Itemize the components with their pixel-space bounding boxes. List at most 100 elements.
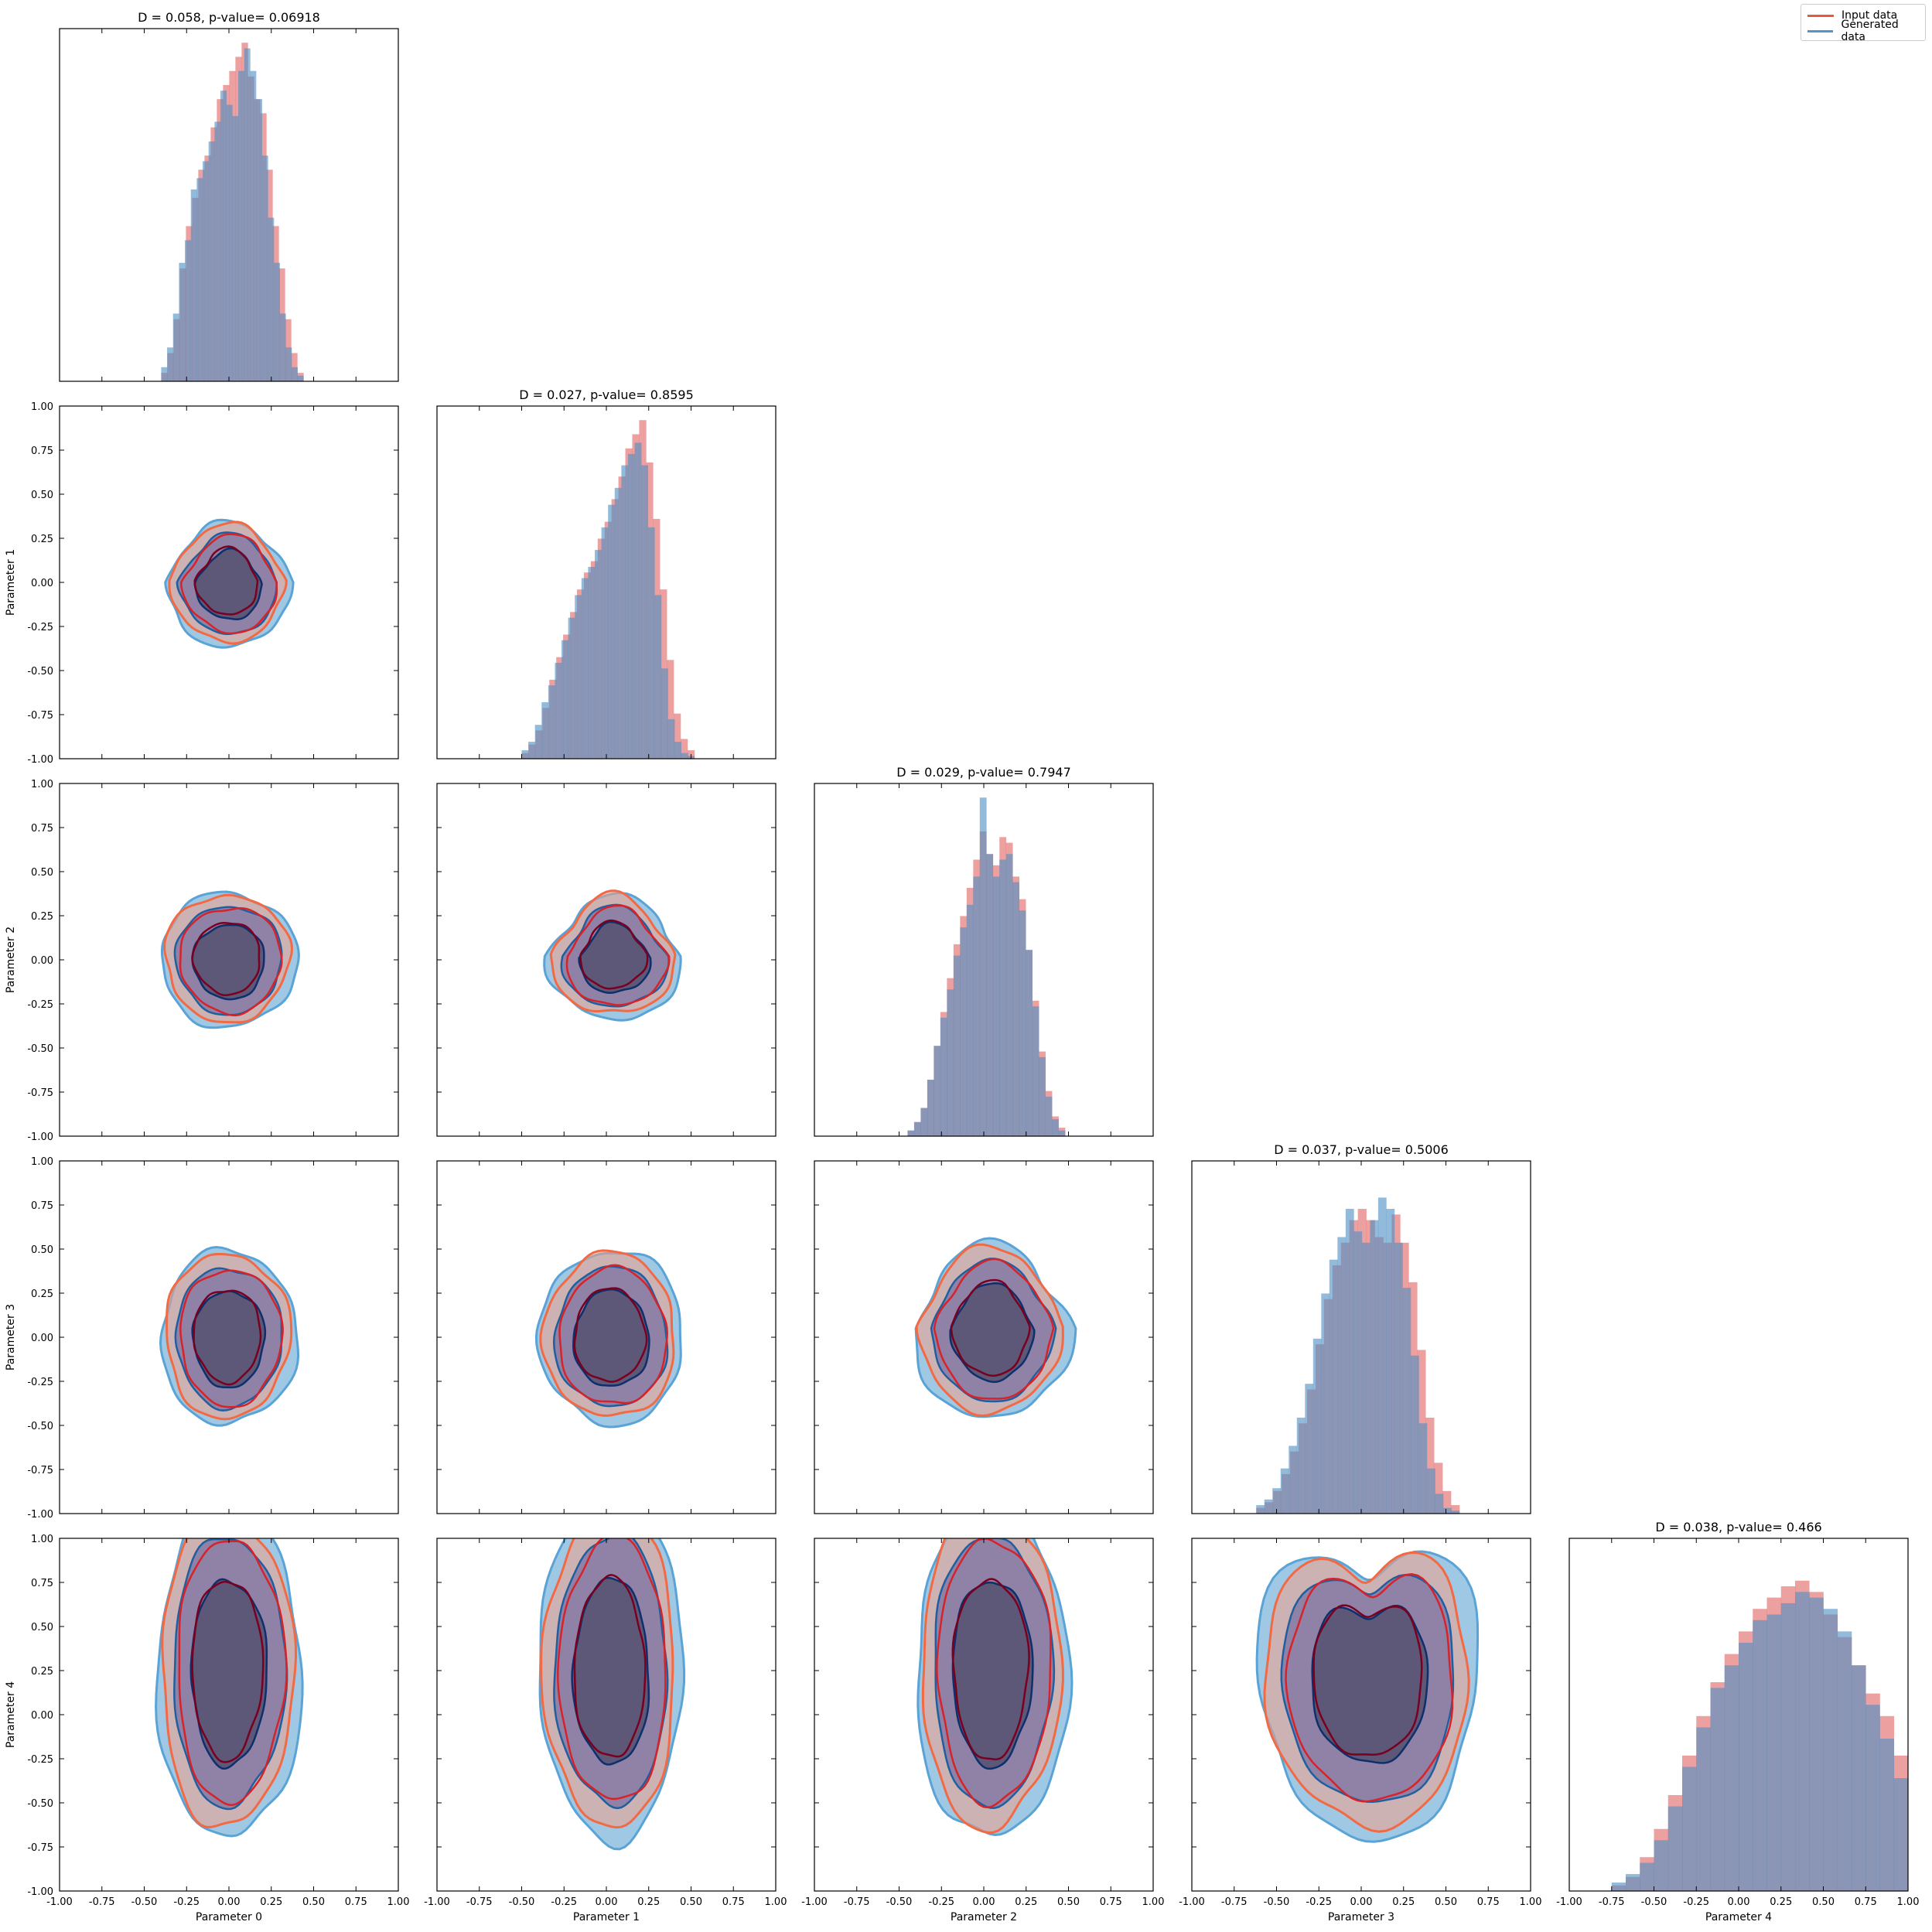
hist-bar-generated xyxy=(654,595,662,759)
x-tick-label: -0.75 xyxy=(1599,1896,1625,1908)
hist-bar-generated xyxy=(614,487,622,759)
axis-ticks xyxy=(436,1160,777,1514)
y-tick-label: 0.75 xyxy=(31,445,53,457)
hist-bar-generated xyxy=(161,367,168,381)
y-tick-label: -0.25 xyxy=(27,999,53,1011)
axis-ticks: -1.00 -0.75 -0.50 -0.25 0.00 0.25 0.50 0.75 1.00 xyxy=(1556,1538,1919,1908)
contour-panel-4-1 xyxy=(436,1538,777,1892)
hist-bar-generated xyxy=(1329,1259,1338,1514)
panel-content xyxy=(917,1538,1074,1837)
y-tick-label: -1.00 xyxy=(27,754,53,766)
x-tick-label: 0.50 xyxy=(1057,1896,1080,1908)
hist-bar-generated xyxy=(674,742,681,759)
hist-bar-generated xyxy=(1280,1468,1289,1514)
histogram-panel-4: D = 0.038, p-value= 0.466 xyxy=(1568,1520,1909,1892)
hist-bar-generated xyxy=(621,465,629,759)
hist-bar-generated xyxy=(681,753,688,759)
histogram-panel-1: D = 0.027, p-value= 0.8595 xyxy=(436,387,777,759)
y-tick-label: -0.50 xyxy=(27,1043,53,1055)
contour-mid-input xyxy=(558,1264,668,1405)
panel-content xyxy=(907,797,1066,1136)
axis-ticks xyxy=(1191,1161,1531,1514)
y-axis-label: Parameter 3 xyxy=(5,1304,17,1370)
contour-inner-input xyxy=(951,1578,1030,1760)
hist-bar-generated xyxy=(541,702,549,759)
hist-bar-generated xyxy=(279,313,286,381)
contour-inner-input xyxy=(579,919,649,990)
y-tick-label: -1.00 xyxy=(27,1886,53,1898)
panel-content xyxy=(161,43,304,381)
hist-bar-generated xyxy=(1654,1840,1669,1891)
x-tick-label: -1.00 xyxy=(424,1896,450,1908)
hist-bar-input xyxy=(681,739,688,759)
hist-bar-generated xyxy=(979,797,987,1136)
y-tick-label: 1.00 xyxy=(31,401,53,413)
x-tick-label: 0.50 xyxy=(302,1896,325,1908)
x-tick-label: -0.50 xyxy=(886,1896,913,1908)
hist-bar-generated xyxy=(1611,1883,1626,1891)
hist-bar-generated xyxy=(568,617,575,759)
histogram-title: D = 0.029, p-value= 0.7947 xyxy=(896,765,1071,780)
panel-content xyxy=(543,889,682,1022)
hist-bar-generated xyxy=(634,442,642,759)
contour-inner-generated xyxy=(571,1576,650,1766)
y-tick-label: -0.75 xyxy=(27,1842,53,1854)
hist-bar-generated xyxy=(196,178,203,381)
hist-bar-generated xyxy=(208,141,215,381)
axis-ticks: -1.00 -0.75 -0.50 -0.25 0.00 0.25 0.50 0.75 1.00 xyxy=(27,1156,399,1521)
contour-mid-input xyxy=(179,1269,284,1408)
histogram-title: D = 0.058, p-value= 0.06918 xyxy=(138,10,320,25)
histogram-title: D = 0.037, p-value= 0.5006 xyxy=(1274,1142,1449,1157)
y-tick-label: -0.75 xyxy=(27,710,53,722)
panel-content xyxy=(1255,1550,1480,1843)
x-tick-label: 0.25 xyxy=(1770,1896,1792,1908)
y-tick-label: 0.25 xyxy=(31,1666,53,1678)
y-tick-label: 0.75 xyxy=(31,823,53,835)
contour-inner-generated xyxy=(191,923,265,1001)
hist-bar-generated xyxy=(1058,1130,1066,1136)
panel-content xyxy=(155,1538,304,1838)
hist-bar-generated xyxy=(1893,1778,1908,1891)
hist-bar-generated xyxy=(1435,1493,1444,1514)
hist-bar-generated xyxy=(1039,1056,1046,1136)
x-tick-label: 0.25 xyxy=(1392,1896,1415,1908)
hist-bar-generated xyxy=(1394,1242,1403,1514)
x-axis-label: Parameter 2 xyxy=(951,1911,1017,1923)
hist-bar-generated xyxy=(1753,1620,1767,1891)
x-tick-label: 0.75 xyxy=(1100,1896,1122,1908)
hist-bar-generated xyxy=(1026,950,1033,1136)
hist-bar-generated xyxy=(1052,1119,1059,1136)
axis-ticks: -1.00 -0.75 -0.50 -0.25 0.00 0.25 0.50 0.75 1.00 xyxy=(1179,1538,1541,1908)
hist-bar-generated xyxy=(660,668,668,759)
x-tick-label: -0.25 xyxy=(173,1896,200,1908)
x-tick-label: 0.00 xyxy=(973,1896,995,1908)
contour-panel-4-3 xyxy=(1191,1538,1531,1892)
x-tick-label: -1.00 xyxy=(801,1896,828,1908)
hist-bar-input xyxy=(1442,1490,1452,1514)
contour-inner-generated xyxy=(951,1581,1034,1770)
x-axis-label: Parameter 3 xyxy=(1328,1911,1394,1923)
x-tick-label: -0.50 xyxy=(1641,1896,1667,1908)
y-tick-label: 1.00 xyxy=(31,1156,53,1168)
hist-bar-generated xyxy=(190,189,197,381)
y-axis-label: Parameter 2 xyxy=(5,927,17,993)
axis-ticks xyxy=(436,406,777,759)
axis-ticks: -1.00 -0.75 -0.50 -0.25 0.00 0.25 0.50 0.75 1.00 xyxy=(424,1538,787,1908)
contour-mid-input xyxy=(1285,1573,1454,1803)
y-tick-label: 0.25 xyxy=(31,1289,53,1300)
hist-bar-generated xyxy=(595,550,602,759)
hist-bar-generated xyxy=(1710,1688,1725,1891)
histogram-title: D = 0.027, p-value= 0.8595 xyxy=(519,387,694,402)
y-tick-label: -0.50 xyxy=(27,1421,53,1432)
x-tick-label: 1.00 xyxy=(1142,1896,1165,1908)
hist-bar-generated xyxy=(934,1046,941,1136)
x-tick-label: -0.25 xyxy=(1306,1896,1332,1908)
y-tick-label: 0.00 xyxy=(31,1333,53,1344)
x-tick-label: -0.75 xyxy=(1221,1896,1248,1908)
hist-bar-generated xyxy=(920,1108,928,1136)
contour-inner-input xyxy=(950,1278,1031,1377)
contour-mid-input xyxy=(179,533,278,635)
y-tick-label: 0.75 xyxy=(31,1200,53,1212)
hist-bar-generated xyxy=(1640,1862,1654,1891)
